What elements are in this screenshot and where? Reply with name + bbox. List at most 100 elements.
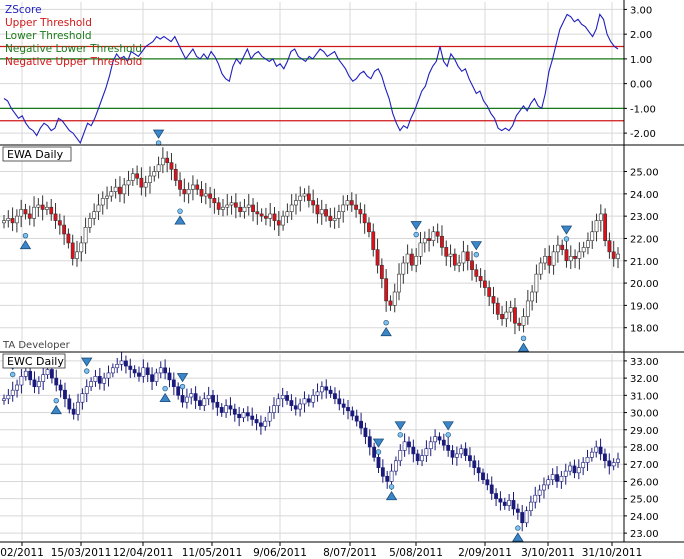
candle-body-up <box>405 253 410 264</box>
candle-body-down <box>97 376 102 384</box>
candle-body-up <box>534 273 539 293</box>
candle-body-down <box>444 247 449 257</box>
candle-body-down <box>259 422 263 427</box>
candle-body-up <box>616 253 620 259</box>
candle-body-down <box>491 296 496 304</box>
candle-body-up <box>96 204 101 212</box>
candle-body-down <box>306 193 311 201</box>
candle-body-up <box>397 273 401 293</box>
candle-body-down <box>167 372 172 381</box>
candle-body-up <box>84 386 89 394</box>
candle-body-down <box>195 184 200 190</box>
candle-body-down <box>28 370 33 381</box>
candle-body-down <box>341 403 346 408</box>
candle-body-up <box>302 398 307 405</box>
candle-body-up <box>389 470 394 482</box>
candle-body-down <box>53 213 58 221</box>
candle-body-up <box>508 307 513 313</box>
y-tick-label: 29.00 <box>630 426 659 437</box>
candle-body-down <box>362 213 367 224</box>
candle-body-up <box>285 211 290 217</box>
y-tick-label: 25.00 <box>630 495 659 506</box>
ewa-title-box <box>2 146 72 162</box>
candle-body-up <box>581 247 586 253</box>
ewa-title: EWA Daily <box>7 148 64 161</box>
signal-arrow-down <box>470 241 483 251</box>
candle-body-down <box>199 189 204 197</box>
candle-body-down <box>40 204 45 210</box>
candle-body-up <box>272 405 276 413</box>
candle-body-up <box>289 204 294 212</box>
candle-body-up <box>225 204 230 208</box>
signal-marker <box>515 525 521 531</box>
candle-body-down <box>63 389 67 400</box>
candle-body-up <box>14 215 19 224</box>
candle-body-down <box>328 215 333 221</box>
x-tick-label: 3/10/2011 <box>521 547 575 559</box>
candle-body-up <box>392 291 397 306</box>
candle-body-down <box>54 377 59 386</box>
candle-body-down <box>150 374 154 382</box>
candle-body-up <box>89 381 93 388</box>
y-tick-label: 24.00 <box>630 512 659 523</box>
candle-body-up <box>221 206 225 210</box>
candle-body-down <box>245 412 250 417</box>
candle-body-up <box>543 256 547 264</box>
candle-body-up <box>401 262 406 275</box>
candle-body-up <box>32 206 36 219</box>
candle-body-down <box>289 400 294 406</box>
candle-body-down <box>251 204 255 212</box>
candle-body-down <box>306 398 311 403</box>
candle-body-up <box>319 209 324 215</box>
x-axis-ticks: 02/2011 15/03/2011 12/04/2011 11/05/2011 9/0… <box>0 542 642 559</box>
candle-body-down <box>118 186 122 195</box>
y-tick-label: 24.00 <box>630 190 659 201</box>
y-tick-label: 23.00 <box>630 529 659 540</box>
zscore-y-ticks: 3.00 2.00 1.00 0.00 -1.00 -2.00 <box>624 5 656 140</box>
candle-body-down <box>520 512 525 524</box>
signal-arrow-down <box>442 421 454 431</box>
candle-body-down <box>180 395 185 403</box>
y-tick-label: 26.00 <box>630 477 659 488</box>
candle-body-down <box>66 233 71 244</box>
candle-body-down <box>407 441 411 448</box>
candle-body-up <box>76 401 80 415</box>
ewc-signal-arrows <box>6 357 524 542</box>
candle-body-down <box>463 448 468 456</box>
candle-body-down <box>502 501 507 506</box>
candle-body-up <box>184 396 189 403</box>
candle-body-up <box>281 215 285 226</box>
candle-body-up <box>105 195 109 199</box>
candle-body-up <box>203 193 208 197</box>
signal-marker <box>53 397 59 404</box>
y-tick-label: 1.00 <box>630 55 652 66</box>
y-tick-label: 32.00 <box>630 374 659 385</box>
signal-arrow-down <box>176 373 189 383</box>
candle-body-up <box>461 251 466 264</box>
signal-arrow-up <box>159 392 171 403</box>
candle-body-up <box>563 470 568 477</box>
candle-body-down <box>500 314 504 320</box>
signal-marker <box>383 319 389 326</box>
y-tick-label: 23.00 <box>630 212 659 223</box>
candle-body-down <box>376 457 381 468</box>
candle-body-down <box>193 393 198 401</box>
candle-body-down <box>372 446 377 458</box>
signal-arrow-up <box>517 342 530 352</box>
signal-marker <box>177 208 183 214</box>
candle-body-down <box>211 395 215 403</box>
candle-body-down <box>139 177 144 188</box>
candle-body-up <box>45 369 50 375</box>
candle-body-down <box>178 180 182 190</box>
candle-body-up <box>507 500 512 506</box>
candle-body-down <box>511 500 516 510</box>
candle-body-up <box>594 446 599 453</box>
candle-body-down <box>411 446 416 455</box>
candle-body-down <box>219 407 224 413</box>
candle-body-down <box>371 231 376 250</box>
candle-body-up <box>143 182 148 188</box>
candle-body-up <box>6 218 11 221</box>
x-tick-label: 31/10/2011 <box>582 547 643 559</box>
x-tick-label: 15/03/2011 <box>51 547 112 559</box>
